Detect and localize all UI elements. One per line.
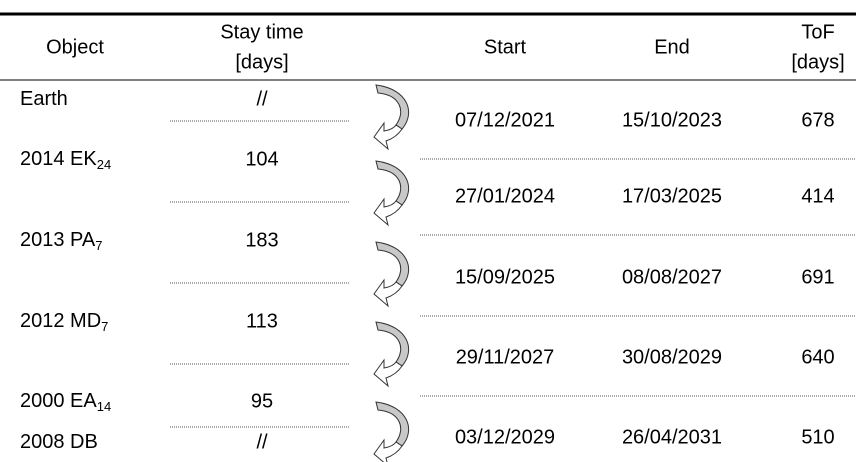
object-name-base: 2012 MD (20, 310, 101, 332)
tof: 678 (801, 109, 834, 131)
start-date: 03/12/2029 (455, 426, 555, 448)
start-date: 15/09/2025 (455, 266, 555, 288)
object-name: Earth (20, 88, 68, 110)
object-name-sub: 24 (97, 157, 111, 172)
object-name-sub: 14 (97, 399, 111, 414)
tof: 510 (801, 426, 834, 448)
tof: 691 (801, 266, 834, 288)
start-date: 07/12/2021 (455, 109, 555, 131)
stay-time: 113 (246, 310, 278, 332)
stay-time: // (256, 88, 268, 110)
object-name-sub: 7 (101, 319, 108, 334)
object-name: 2008 DB (20, 431, 98, 453)
header-object: Object (46, 36, 104, 58)
object-name: 2014 EK24 (20, 148, 111, 172)
end-date: 30/08/2029 (622, 346, 722, 368)
tof: 640 (801, 346, 834, 368)
start-date: 29/11/2027 (456, 346, 555, 368)
header-start: Start (484, 36, 527, 58)
object-name: 2000 EA14 (20, 390, 111, 414)
object-name: 2012 MD7 (20, 310, 108, 334)
header-end: End (654, 36, 690, 58)
object-name: 2013 PA7 (20, 229, 102, 253)
header-stay-unit: [days] (235, 51, 288, 73)
object-name-base: 2008 DB (20, 431, 98, 453)
header-stay: Stay time (220, 21, 303, 43)
object-name-sub: 7 (95, 238, 102, 253)
stay-time: 95 (251, 390, 273, 412)
end-date: 08/08/2027 (622, 266, 722, 288)
end-date: 26/04/2031 (622, 426, 722, 448)
end-date: 17/03/2025 (622, 185, 722, 207)
object-name-base: 2000 EA (20, 390, 97, 412)
header-tof-unit: [days] (791, 51, 844, 73)
transfer-arrow (373, 401, 410, 462)
transfer-arrow (373, 321, 410, 387)
header-tof: ToF (801, 21, 834, 43)
stay-time: // (256, 431, 268, 453)
transfer-arrow (373, 241, 410, 307)
start-date: 27/01/2024 (455, 185, 555, 207)
end-date: 15/10/2023 (622, 109, 722, 131)
transfer-arrow (373, 84, 410, 150)
stay-time: 183 (245, 229, 278, 251)
transfer-arrow (373, 160, 410, 226)
stay-time: 104 (245, 148, 278, 170)
tof: 414 (801, 185, 834, 207)
object-name-base: Earth (20, 88, 68, 110)
object-name-base: 2014 EK (20, 148, 97, 170)
object-name-base: 2013 PA (20, 229, 96, 251)
